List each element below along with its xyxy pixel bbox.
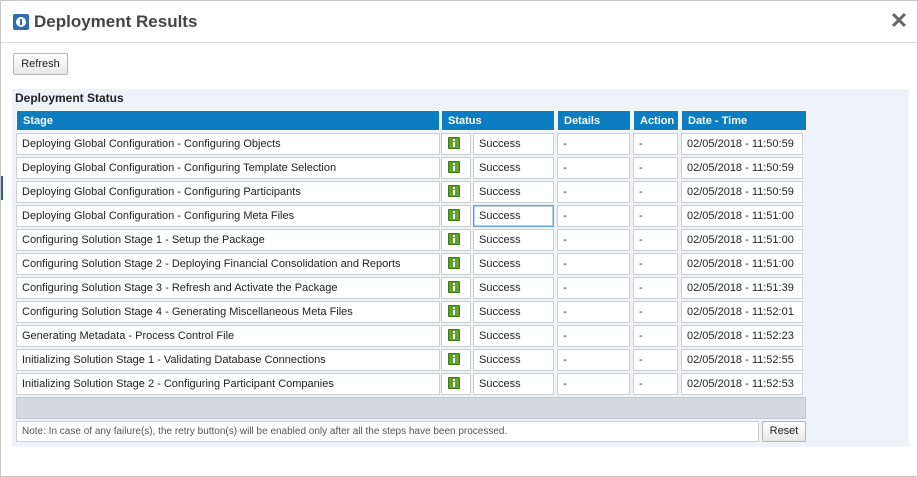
- action-cell: -: [633, 349, 678, 371]
- status-cell[interactable]: Success: [473, 205, 554, 227]
- stage-cell: Configuring Solution Stage 1 - Setup the…: [16, 229, 440, 251]
- status-icon-cell: [441, 373, 471, 395]
- refresh-button[interactable]: Refresh: [13, 53, 68, 75]
- status-cell: Success: [473, 181, 554, 203]
- status-icon-cell: [441, 181, 471, 203]
- stage-cell: Deploying Global Configuration - Configu…: [16, 157, 440, 179]
- status-cell: Success: [473, 133, 554, 155]
- action-cell: -: [633, 205, 678, 227]
- action-cell: -: [633, 229, 678, 251]
- col-header-status[interactable]: Status: [441, 110, 555, 131]
- status-icon-cell: [441, 205, 471, 227]
- details-cell: -: [557, 325, 630, 347]
- success-info-icon[interactable]: [448, 161, 460, 173]
- status-icon-cell: [441, 301, 471, 323]
- col-header-details[interactable]: Details: [557, 110, 631, 131]
- col-header-stage[interactable]: Stage: [16, 110, 440, 131]
- details-cell: -: [557, 181, 630, 203]
- success-info-icon[interactable]: [448, 257, 460, 269]
- action-cell: -: [633, 253, 678, 275]
- details-cell: -: [557, 277, 630, 299]
- app-info-icon: [13, 14, 29, 30]
- stage-cell: Configuring Solution Stage 2 - Deploying…: [16, 253, 440, 275]
- stage-cell: Configuring Solution Stage 3 - Refresh a…: [16, 277, 440, 299]
- success-info-icon[interactable]: [448, 329, 460, 341]
- datetime-cell: 02/05/2018 - 11:52:01: [681, 301, 803, 323]
- success-info-icon[interactable]: [448, 233, 460, 245]
- success-info-icon[interactable]: [448, 377, 460, 389]
- status-icon-cell: [441, 229, 471, 251]
- status-cell: Success: [473, 301, 554, 323]
- status-icon-cell: [441, 133, 471, 155]
- deployment-status-panel: Deployment Status Stage Status Details Acti…: [12, 89, 909, 447]
- details-cell: -: [557, 373, 630, 395]
- action-cell: -: [633, 157, 678, 179]
- success-info-icon[interactable]: [448, 209, 460, 221]
- details-cell: -: [557, 349, 630, 371]
- stage-cell: Deploying Global Configuration - Configu…: [16, 133, 440, 155]
- success-info-icon[interactable]: [448, 281, 460, 293]
- close-icon[interactable]: ✕: [889, 8, 909, 33]
- datetime-cell: 02/05/2018 - 11:51:39: [681, 277, 803, 299]
- datetime-cell: 02/05/2018 - 11:51:00: [681, 253, 803, 275]
- retry-note: Note: In case of any failure(s), the ret…: [16, 421, 759, 442]
- dialog-title-bar: Deployment Results ✕: [1, 1, 917, 43]
- datetime-cell: 02/05/2018 - 11:50:59: [681, 133, 803, 155]
- status-cell: Success: [473, 277, 554, 299]
- col-header-action[interactable]: Action: [633, 110, 679, 131]
- success-info-icon[interactable]: [448, 305, 460, 317]
- status-icon-cell: [441, 253, 471, 275]
- status-cell: Success: [473, 253, 554, 275]
- status-icon-cell: [441, 157, 471, 179]
- stage-cell: Deploying Global Configuration - Configu…: [16, 181, 440, 203]
- action-cell: -: [633, 373, 678, 395]
- stage-cell: Initializing Solution Stage 1 - Validati…: [16, 349, 440, 371]
- status-cell: Success: [473, 229, 554, 251]
- left-edge-marker: [1, 176, 3, 200]
- datetime-cell: 02/05/2018 - 11:50:59: [681, 157, 803, 179]
- details-cell: -: [557, 157, 630, 179]
- action-cell: -: [633, 277, 678, 299]
- success-info-icon[interactable]: [448, 353, 460, 365]
- datetime-cell: 02/05/2018 - 11:50:59: [681, 181, 803, 203]
- action-cell: -: [633, 133, 678, 155]
- reset-button[interactable]: Reset: [762, 421, 806, 442]
- success-info-icon[interactable]: [448, 137, 460, 149]
- status-icon-cell: [441, 349, 471, 371]
- status-cell: Success: [473, 325, 554, 347]
- status-cell: Success: [473, 157, 554, 179]
- datetime-cell: 02/05/2018 - 11:52:55: [681, 349, 803, 371]
- datetime-cell: 02/05/2018 - 11:52:53: [681, 373, 803, 395]
- col-header-datetime[interactable]: Date - Time: [681, 110, 807, 131]
- details-cell: -: [557, 133, 630, 155]
- details-cell: -: [557, 229, 630, 251]
- datetime-cell: 02/05/2018 - 11:51:00: [681, 229, 803, 251]
- panel-header: Deployment Status: [15, 91, 124, 105]
- action-cell: -: [633, 301, 678, 323]
- status-icon-cell: [441, 325, 471, 347]
- stage-cell: Deploying Global Configuration - Configu…: [16, 205, 440, 227]
- dialog-title: Deployment Results: [34, 12, 198, 31]
- status-cell: Success: [473, 349, 554, 371]
- action-cell: -: [633, 181, 678, 203]
- details-cell: -: [557, 205, 630, 227]
- stage-cell: Configuring Solution Stage 4 - Generatin…: [16, 301, 440, 323]
- datetime-cell: 02/05/2018 - 11:52:23: [681, 325, 803, 347]
- stage-cell: Generating Metadata - Process Control Fi…: [16, 325, 440, 347]
- datetime-cell: 02/05/2018 - 11:51:00: [681, 205, 803, 227]
- success-info-icon[interactable]: [448, 185, 460, 197]
- action-cell: -: [633, 325, 678, 347]
- details-cell: -: [557, 253, 630, 275]
- details-cell: -: [557, 301, 630, 323]
- stage-cell: Initializing Solution Stage 2 - Configur…: [16, 373, 440, 395]
- status-icon-cell: [441, 277, 471, 299]
- status-cell: Success: [473, 373, 554, 395]
- table-footer-bar: [16, 397, 806, 419]
